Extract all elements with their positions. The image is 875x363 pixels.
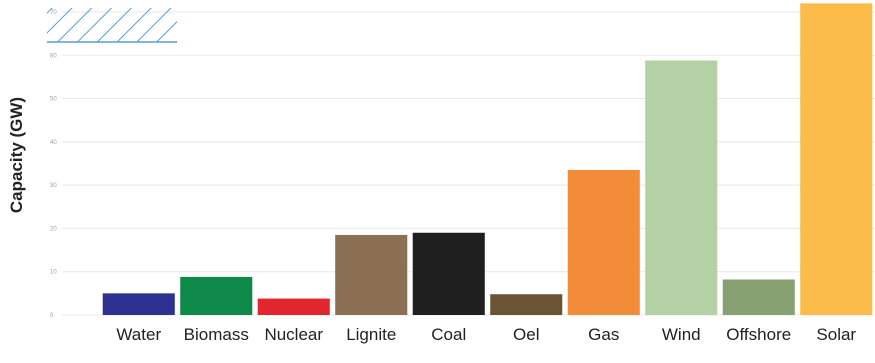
y-tick-label: 0 [50,313,54,319]
bar-coal [412,232,485,315]
category-label-nuclear: Nuclear [264,325,323,344]
y-tick-label: 10 [50,270,57,276]
legend-swatch [47,8,177,42]
category-label-gas: Gas [588,325,619,344]
x-axis-categories: Water Biomass Nuclear Lignite Coal Oel Gas Wind… [116,325,856,344]
y-axis-ticks: 010203040506070 [50,10,57,319]
bar-lignite [335,234,408,315]
y-axis-label: Capacity (GW) [7,97,26,213]
category-label-offshore: Offshore [726,325,791,344]
category-label-lignite: Lignite [346,325,396,344]
bar-offshore [722,279,795,315]
bars [102,3,873,316]
bar-solar [800,3,873,315]
category-label-solar: Solar [816,325,856,344]
category-label-water: Water [116,325,161,344]
bar-gas [567,169,640,315]
y-tick-label: 30 [50,183,57,189]
legend [47,8,177,43]
bar-oel [490,294,563,315]
category-label-biomass: Biomass [184,325,249,344]
bar-wind [645,60,718,316]
gridlines [62,11,875,316]
bar-nuclear [257,298,330,315]
category-label-oel: Oel [513,325,539,344]
category-label-coal: Coal [431,325,466,344]
y-tick-label: 60 [50,53,57,59]
category-label-wind: Wind [662,325,701,344]
y-tick-label: 50 [50,97,57,103]
bar-water [102,293,175,315]
y-tick-label: 20 [50,226,57,232]
y-tick-label: 40 [50,140,57,146]
bar-biomass [180,276,253,315]
